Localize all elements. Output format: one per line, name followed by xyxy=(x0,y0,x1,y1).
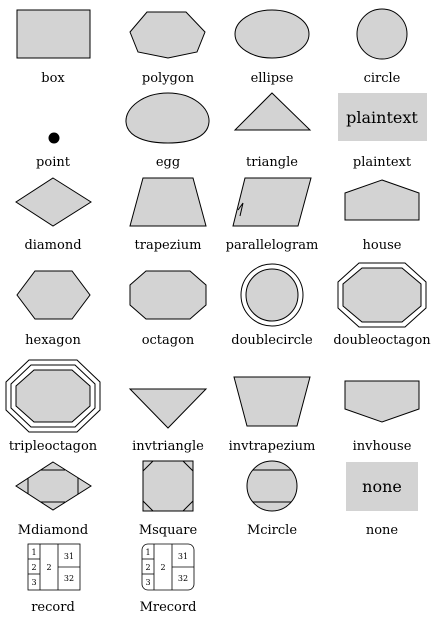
record-field-1: 1 xyxy=(145,548,150,557)
shape-house: house xyxy=(344,179,420,253)
shape-Mdiamond: Mdiamond xyxy=(15,461,92,538)
shape-invtrapezium: invtrapezium xyxy=(229,376,316,454)
shape-triangle: triangle xyxy=(233,92,312,170)
shape-label: box xyxy=(41,71,65,86)
record-field-31: 31 xyxy=(64,552,74,561)
shape-invhouse: invhouse xyxy=(344,380,420,454)
shape-doublecircle: doublecircle xyxy=(231,263,313,348)
shape-label: doublecircle xyxy=(231,333,313,348)
shape-label: trapezium xyxy=(135,238,202,253)
shape-label: none xyxy=(366,523,399,538)
shape-label: parallelogram xyxy=(226,238,319,253)
shape-hexagon: hexagon xyxy=(16,270,91,348)
record-field-3: 3 xyxy=(31,578,36,587)
shape-label: circle xyxy=(364,71,401,86)
shape-label: octagon xyxy=(142,333,195,348)
shape-label: plaintext xyxy=(353,155,412,170)
shape-label: doubleoctagon xyxy=(333,333,431,348)
shape-label: hexagon xyxy=(25,333,81,348)
shape-label: egg xyxy=(156,155,180,170)
plaintext-inner-text: plaintext xyxy=(346,108,418,127)
shape-label: invhouse xyxy=(353,439,412,454)
shape-label: Msquare xyxy=(139,523,198,538)
record-field-2: 2 xyxy=(145,563,150,572)
shape-Mcircle: Mcircle xyxy=(246,460,298,538)
shape-label: point xyxy=(36,155,71,170)
shape-none: none none xyxy=(346,462,418,538)
shape-label: diamond xyxy=(24,238,81,253)
shape-Mrecord: 1 2 3 2 31 32 Mrecord xyxy=(140,543,197,615)
shape-label: triangle xyxy=(246,155,298,170)
shape-parallelogram: parallelogram xyxy=(226,177,319,253)
record-field-31: 31 xyxy=(178,552,188,561)
shape-point: point xyxy=(36,132,71,170)
shape-label: Mrecord xyxy=(140,600,197,615)
record-field-1: 1 xyxy=(31,548,36,557)
shape-invtriangle: invtriangle xyxy=(128,388,208,454)
shape-label: tripleoctagon xyxy=(9,439,98,454)
shape-label: ellipse xyxy=(251,71,294,86)
shape-diamond: diamond xyxy=(15,177,92,253)
shape-label: polygon xyxy=(142,71,195,86)
none-inner-text: none xyxy=(362,477,402,496)
record-field-center: 2 xyxy=(46,563,51,572)
shape-doubleoctagon: doubleoctagon xyxy=(333,262,431,348)
shape-label: invtriangle xyxy=(132,439,204,454)
record-field-2: 2 xyxy=(31,563,36,572)
shape-octagon: octagon xyxy=(129,270,207,348)
shape-label: house xyxy=(363,238,402,253)
shape-box: box xyxy=(16,9,91,86)
shape-polygon: polygon xyxy=(129,11,206,86)
shape-label: record xyxy=(31,600,75,615)
shape-egg: egg xyxy=(125,92,210,170)
shape-label: Mdiamond xyxy=(18,523,88,538)
shape-label: Mcircle xyxy=(247,523,297,538)
shape-trapezium: trapezium xyxy=(129,177,207,253)
record-field-center: 2 xyxy=(160,563,165,572)
shape-Msquare: Msquare xyxy=(139,460,198,538)
shape-label: invtrapezium xyxy=(229,439,316,454)
shape-tripleoctagon: tripleoctagon xyxy=(5,359,101,454)
shape-plaintext: plaintext plaintext xyxy=(338,93,427,170)
record-field-32: 32 xyxy=(178,574,188,583)
record-field-3: 3 xyxy=(145,578,150,587)
record-field-32: 32 xyxy=(64,574,74,583)
shape-ellipse: ellipse xyxy=(234,9,310,86)
shape-record: 1 2 3 2 31 32 record xyxy=(27,543,81,615)
shape-circle: circle xyxy=(356,8,408,86)
